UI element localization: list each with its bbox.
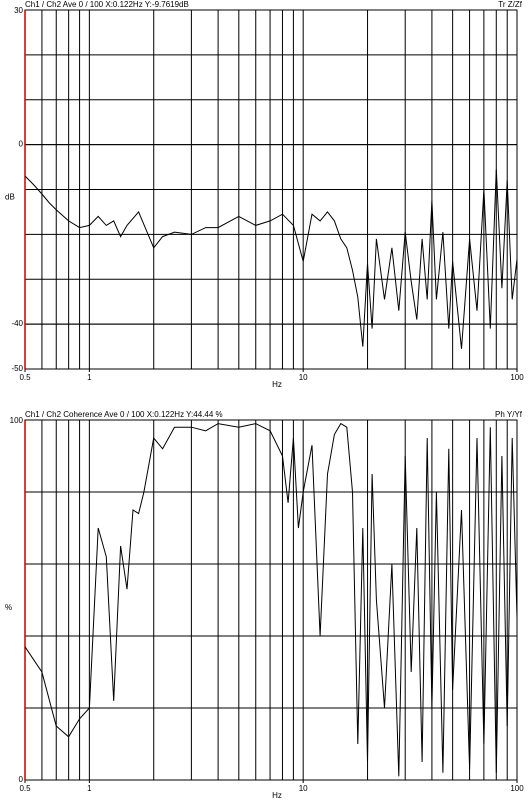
plot-frame [24, 419, 518, 781]
y-tick-label: -40 [11, 319, 23, 328]
header-left: Ch1 / Ch2 Ave 0 / 100 X:0.122Hz Y:-9.761… [25, 0, 189, 9]
header-right: Ph Y/Yf [495, 410, 523, 419]
x-tick-label: 1 [87, 784, 92, 793]
y-tick-label: -50 [11, 364, 23, 373]
y-tick-label: 30 [14, 6, 23, 15]
x-tick-label: 0.5 [19, 784, 31, 793]
x-axis-label: Hz [272, 791, 282, 800]
y-tick-label: 0 [19, 775, 24, 784]
data-line [24, 422, 518, 777]
x-tick-label: 100 [510, 373, 524, 382]
header-left: Ch1 / Ch2 Coherence Ave 0 / 100 X:0.122H… [25, 410, 223, 419]
x-tick-label: 10 [299, 373, 308, 382]
y-axis-label: dB [5, 193, 15, 202]
data-line [24, 169, 518, 349]
x-tick-label: 10 [299, 784, 308, 793]
y-tick-label: 100 [10, 416, 24, 425]
header-right: Tr Z/Zf [498, 0, 522, 9]
y-tick-label: 0 [19, 140, 24, 149]
y-axis-label: % [5, 603, 12, 612]
x-tick-label: 1 [87, 373, 92, 382]
x-axis-label: Hz [272, 380, 282, 389]
x-tick-label: 0.5 [19, 373, 31, 382]
x-tick-label: 100 [510, 784, 524, 793]
